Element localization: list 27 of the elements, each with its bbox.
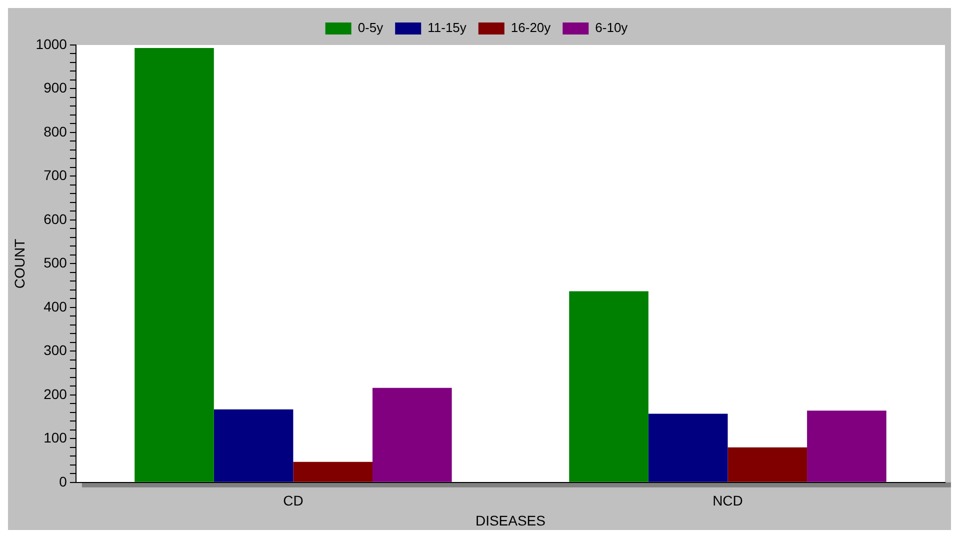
x-axis-title: DISEASES	[475, 512, 546, 528]
bar	[214, 409, 294, 482]
legend-label: 6-10y	[595, 20, 628, 36]
y-tick-label: 200	[44, 386, 68, 402]
y-tick-label: 800	[44, 123, 68, 140]
legend-label: 11-15y	[428, 20, 467, 36]
y-tick-label: 400	[44, 298, 68, 314]
y-tick-label: 500	[44, 254, 68, 271]
bar	[648, 414, 728, 482]
y-tick-label: 600	[44, 210, 68, 227]
x-tick-label: CD	[283, 492, 304, 509]
legend-label: 0-5y	[358, 20, 384, 36]
bar	[807, 410, 886, 482]
y-tick-label: 700	[44, 167, 68, 184]
y-tick-label: 1000	[36, 36, 68, 52]
legend-label: 16-20y	[510, 20, 552, 36]
bar	[728, 447, 808, 482]
x-tick-label: NCD	[712, 492, 743, 509]
bar	[134, 48, 214, 482]
bar	[372, 388, 452, 482]
y-tick-label: 300	[44, 342, 68, 358]
y-axis-title: COUNT	[11, 238, 28, 289]
bar	[569, 291, 648, 482]
y-tick-label: 0	[59, 473, 68, 490]
y-tick-label: 900	[44, 80, 68, 96]
y-tick-label: 100	[44, 430, 68, 446]
bar	[293, 462, 373, 482]
